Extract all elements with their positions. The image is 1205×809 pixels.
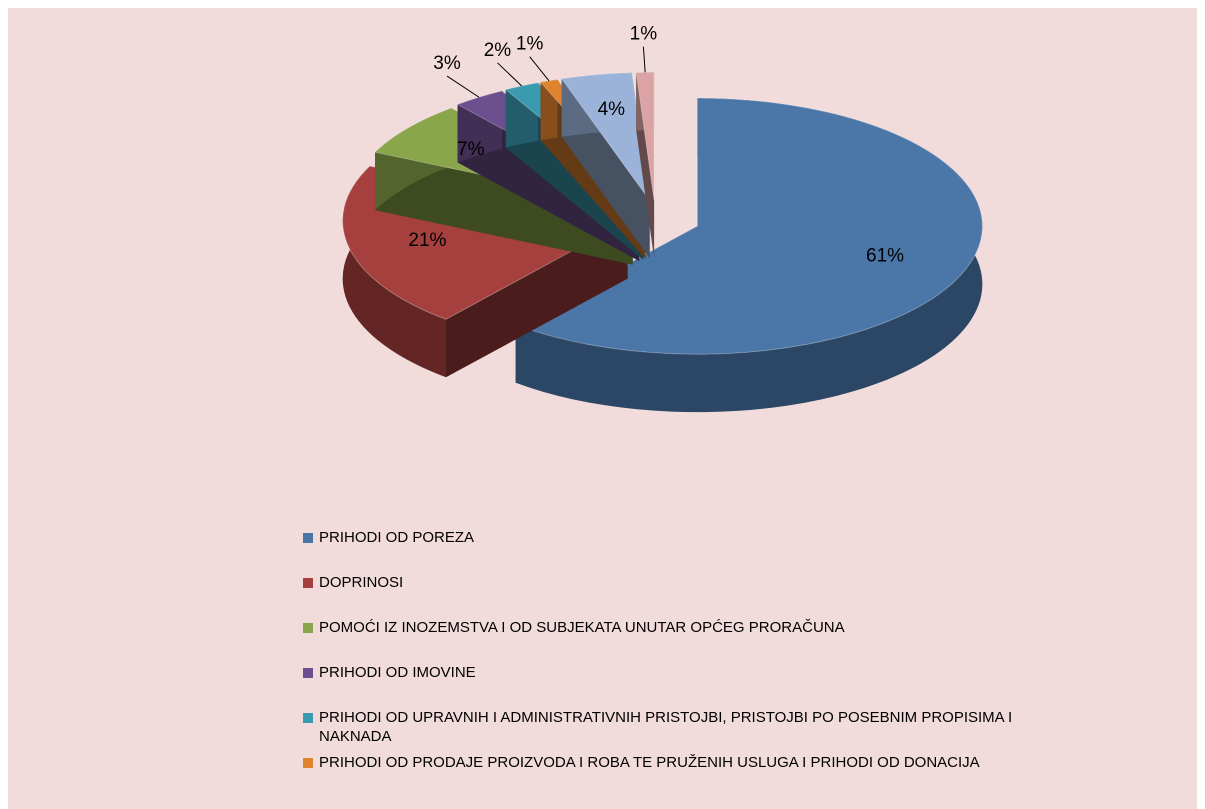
legend-swatch <box>303 623 313 633</box>
legend-item: POMOĆI IZ INOZEMSTVA I OD SUBJEKATA UNUT… <box>303 618 1063 663</box>
legend-label: PRIHODI OD UPRAVNIH I ADMINISTRATIVNIH P… <box>319 709 1013 745</box>
legend-item: PRIHODI OD UPRAVNIH I ADMINISTRATIVNIH P… <box>303 708 1063 753</box>
legend-swatch <box>303 533 313 543</box>
data-label: 3% <box>433 53 461 74</box>
leader-line <box>642 46 646 73</box>
data-label: 61% <box>866 246 904 267</box>
leader-line <box>497 62 523 87</box>
leader-line <box>446 75 480 98</box>
slice-top <box>560 72 651 201</box>
legend-swatch <box>303 668 313 678</box>
legend-item: PRIHODI OD IMOVINE <box>303 663 1063 708</box>
data-label: 1% <box>630 24 658 45</box>
legend-label: DOPRINOSI <box>319 574 404 591</box>
pie-slice <box>560 72 651 259</box>
data-label: 7% <box>457 139 485 160</box>
legend-label: POMOĆI IZ INOZEMSTVA I OD SUBJEKATA UNUT… <box>319 619 845 636</box>
slice-top <box>514 97 983 355</box>
legend-label: PRIHODI OD POREZA <box>319 529 475 546</box>
legend-item: PRIHODI OD PRODAJE PROIZVODA I ROBA TE P… <box>303 753 1063 798</box>
legend-item: DOPRINOSI <box>303 573 1063 618</box>
data-label: 1% <box>516 34 544 55</box>
data-label: 2% <box>484 40 512 61</box>
legend: PRIHODI OD POREZA DOPRINOSI POMOĆI IZ INOZ… <box>303 528 1063 798</box>
legend-swatch <box>303 713 313 723</box>
data-label: 4% <box>598 99 626 120</box>
data-label: 21% <box>408 230 446 251</box>
legend-label: PRIHODI OD PRODAJE PROIZVODA I ROBA TE P… <box>319 754 980 771</box>
legend-swatch <box>303 578 313 588</box>
legend-item: PRIHODI OD POREZA <box>303 528 1063 573</box>
leader-line <box>529 56 550 82</box>
legend-swatch <box>303 758 313 768</box>
pie-slice <box>635 71 655 259</box>
legend-label: PRIHODI OD IMOVINE <box>319 664 476 681</box>
